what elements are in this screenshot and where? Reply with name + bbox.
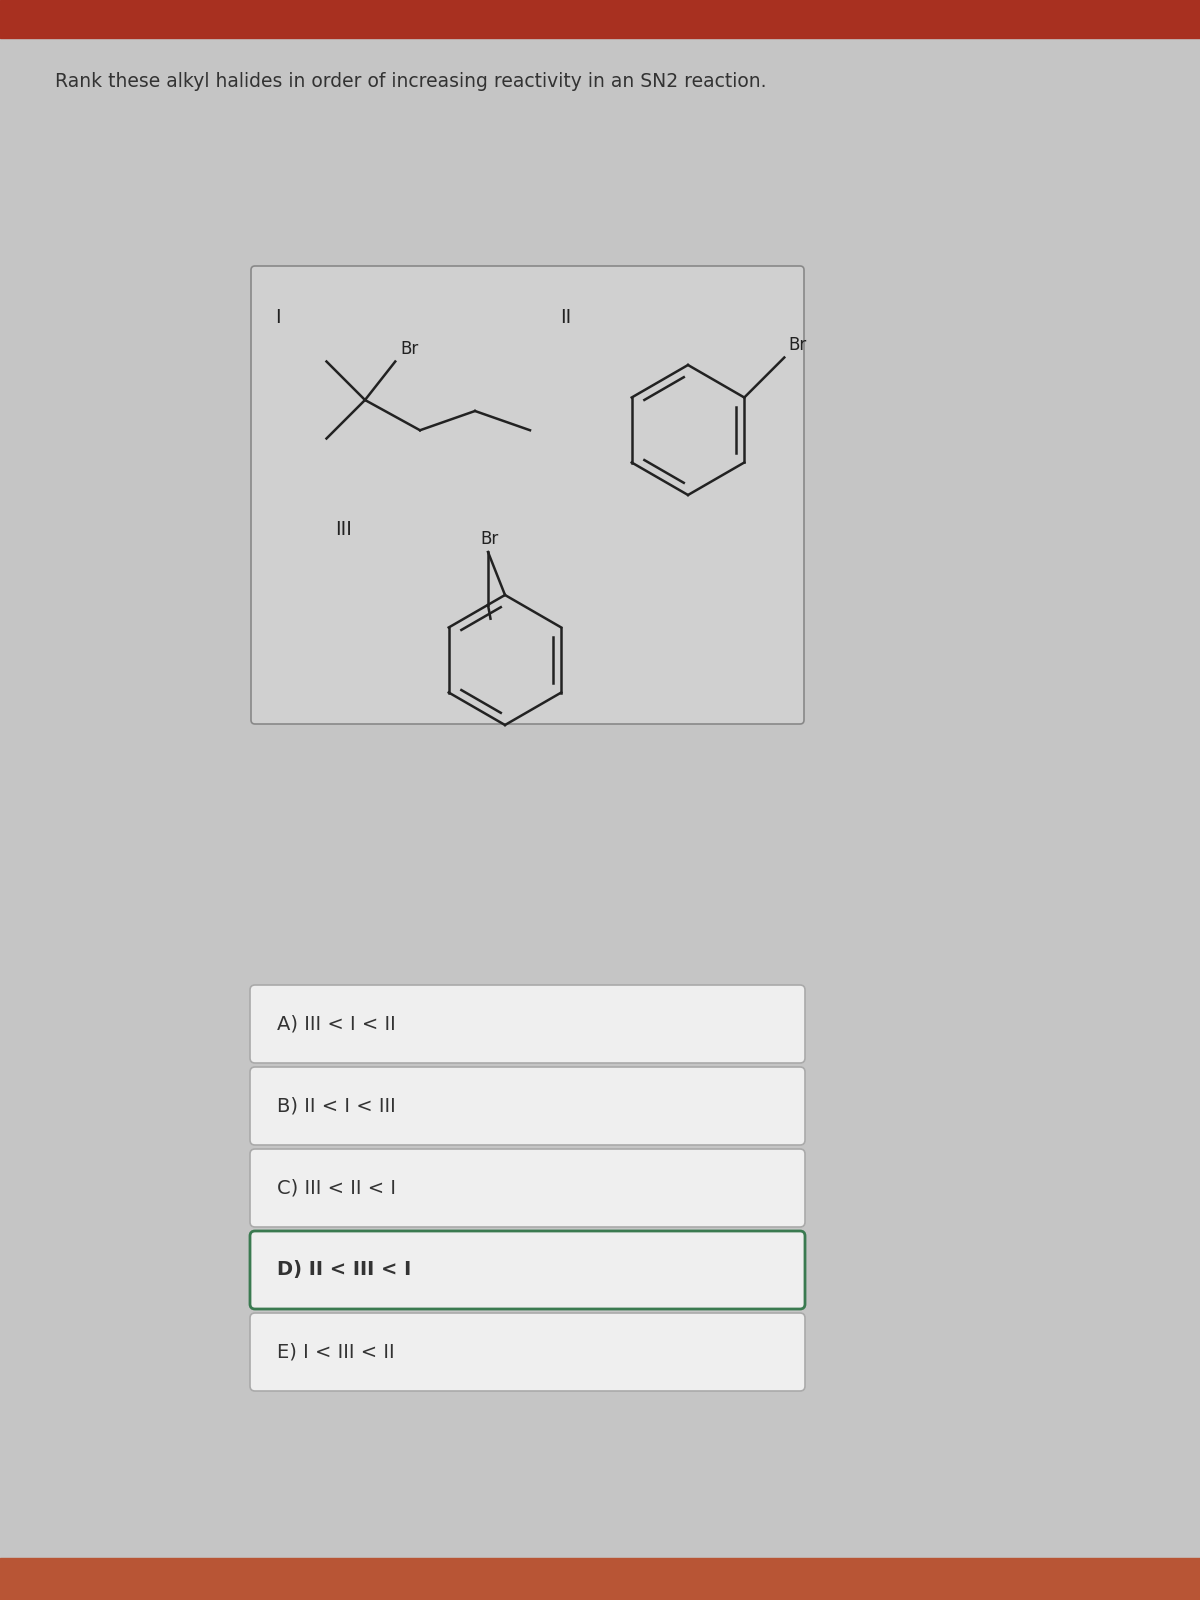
Text: B) II < I < III: B) II < I < III	[277, 1096, 396, 1115]
Text: I: I	[275, 307, 281, 326]
Text: Br: Br	[788, 336, 806, 355]
Text: II: II	[560, 307, 571, 326]
Text: E) I < III < II: E) I < III < II	[277, 1342, 395, 1362]
Text: or pull up for additional resources: or pull up for additional resources	[20, 1571, 278, 1586]
FancyBboxPatch shape	[251, 266, 804, 723]
FancyBboxPatch shape	[250, 1314, 805, 1390]
FancyBboxPatch shape	[250, 1067, 805, 1146]
Bar	[0, 1558, 1200, 1600]
Text: III: III	[335, 520, 352, 539]
Text: A) III < I < II: A) III < I < II	[277, 1014, 396, 1034]
Text: D) II < III < I: D) II < III < I	[277, 1261, 412, 1280]
Text: C) III < II < I: C) III < II < I	[277, 1179, 396, 1197]
FancyBboxPatch shape	[250, 1149, 805, 1227]
FancyBboxPatch shape	[250, 1230, 805, 1309]
Text: Br: Br	[480, 530, 498, 547]
FancyBboxPatch shape	[250, 986, 805, 1062]
Text: Rank these alkyl halides in order of increasing reactivity in an SN2 reaction.: Rank these alkyl halides in order of inc…	[55, 72, 767, 91]
Text: Br: Br	[401, 341, 419, 358]
Bar	[0, 0, 1200, 38]
